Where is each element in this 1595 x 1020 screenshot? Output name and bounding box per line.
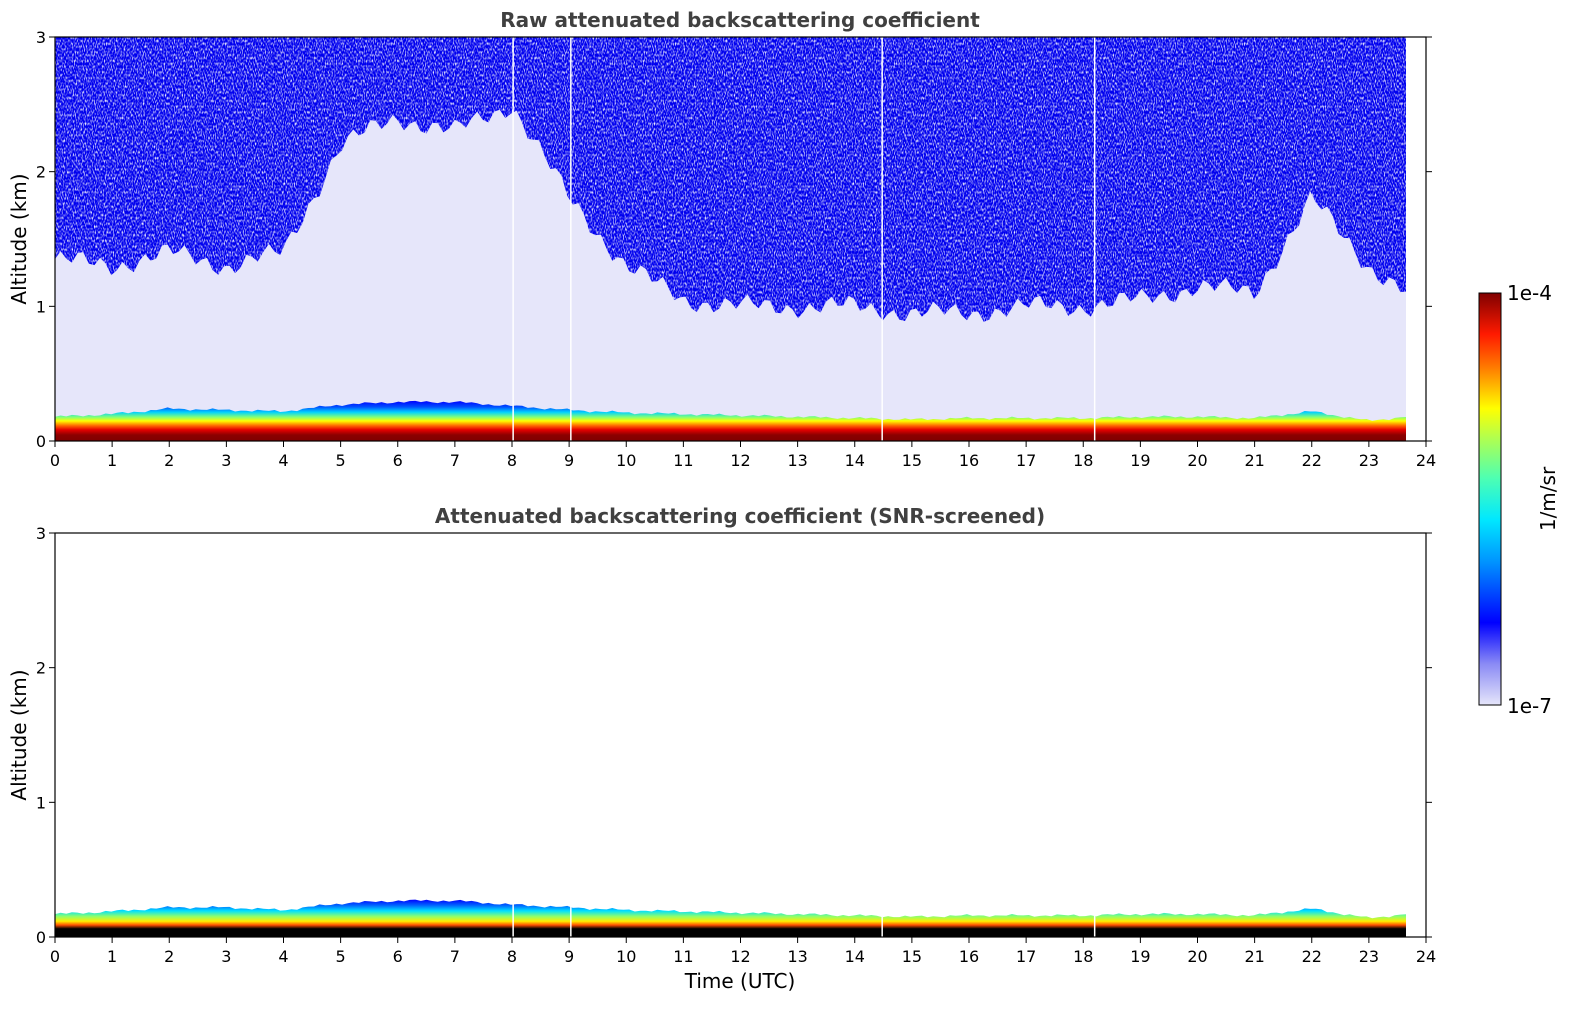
bottom-xtick-label-16: 16 — [959, 947, 979, 966]
top-panel-title: Raw attenuated backscattering coefficien… — [500, 8, 980, 32]
bottom-xtick-label-23: 23 — [1359, 947, 1379, 966]
bottom-xtick-label-8: 8 — [507, 947, 517, 966]
top-xtick-label-23: 23 — [1359, 451, 1379, 470]
top-xtick-label-2: 2 — [164, 451, 174, 470]
top-xtick-label-20: 20 — [1187, 451, 1207, 470]
colorbar: 1e-4 1e-7 1/m/sr — [1478, 281, 1560, 718]
top-xtick-label-9: 9 — [564, 451, 574, 470]
top-xtick-label-24: 24 — [1416, 451, 1436, 470]
bottom-ytick-label-0: 0 — [36, 928, 46, 947]
colorbar-min-label: 1e-7 — [1507, 694, 1552, 718]
top-xtick-label-12: 12 — [730, 451, 750, 470]
colorbar-gradient — [1478, 292, 1502, 706]
bottom-ytick-label-2: 2 — [36, 659, 46, 678]
bottom-xtick-label-21: 21 — [1244, 947, 1264, 966]
top-xtick-label-10: 10 — [616, 451, 636, 470]
top-xtick-label-21: 21 — [1244, 451, 1264, 470]
bottom-panel-title: Attenuated backscattering coefficient (S… — [435, 504, 1045, 528]
bottom-xtick-label-0: 0 — [50, 947, 60, 966]
top-noise-speckle — [55, 37, 1407, 322]
top-xtick-label-3: 3 — [221, 451, 231, 470]
top-ytick-label-1: 1 — [36, 297, 46, 316]
top-ytick-label-0: 0 — [36, 432, 46, 451]
top-xtick-label-22: 22 — [1302, 451, 1322, 470]
top-heatmap — [55, 37, 1407, 441]
colorbar-unit-label: 1/m/sr — [1536, 466, 1560, 531]
bottom-plot-frame — [54, 532, 1427, 938]
top-xtick-label-14: 14 — [845, 451, 865, 470]
bottom-xtick-label-12: 12 — [730, 947, 750, 966]
top-boundary-layer — [55, 400, 1407, 441]
top-xtick-label-8: 8 — [507, 451, 517, 470]
bottom-xtick-label-17: 17 — [1016, 947, 1036, 966]
top-xtick-label-19: 19 — [1130, 451, 1150, 470]
bottom-ylabel: Altitude (km) — [7, 669, 31, 800]
bottom-xtick-label-24: 24 — [1416, 947, 1436, 966]
bottom-heatmap — [55, 533, 1407, 937]
bottom-xtick-label-18: 18 — [1073, 947, 1093, 966]
top-xtick-label-6: 6 — [393, 451, 403, 470]
top-xtick-label-17: 17 — [1016, 451, 1036, 470]
bottom-xtick-label-19: 19 — [1130, 947, 1150, 966]
top-xtick-label-1: 1 — [107, 451, 117, 470]
top-xtick-label-4: 4 — [278, 451, 288, 470]
bottom-xlabel: Time (UTC) — [684, 969, 796, 993]
top-xtick-label-5: 5 — [336, 451, 346, 470]
top-ytick-label-3: 3 — [36, 28, 46, 47]
bottom-xtick-label-22: 22 — [1302, 947, 1322, 966]
top-xtick-label-16: 16 — [959, 451, 979, 470]
top-xtick-label-13: 13 — [787, 451, 807, 470]
bottom-xtick-label-20: 20 — [1187, 947, 1207, 966]
bottom-xtick-label-13: 13 — [787, 947, 807, 966]
bottom-xtick-label-1: 1 — [107, 947, 117, 966]
top-xtick-label-15: 15 — [902, 451, 922, 470]
bottom-xtick-label-10: 10 — [616, 947, 636, 966]
bottom-xtick-label-11: 11 — [673, 947, 693, 966]
bottom-ytick-label-1: 1 — [36, 793, 46, 812]
bottom-xtick-label-3: 3 — [221, 947, 231, 966]
bottom-xtick-label-6: 6 — [393, 947, 403, 966]
bottom-boundary-layer — [55, 899, 1407, 937]
colorbar-max-label: 1e-4 — [1507, 281, 1552, 305]
bottom-ytick-label-3: 3 — [36, 524, 46, 543]
bottom-axes: 0 1 2 3 4 5 6 7 8 9 10 11 12 13 14 15 16 17 18 19 20 21 22 23 24… — [36, 524, 1436, 966]
top-xtick-label-11: 11 — [673, 451, 693, 470]
top-xtick-label-18: 18 — [1073, 451, 1093, 470]
bottom-xtick-label-7: 7 — [450, 947, 460, 966]
bottom-xtick-label-14: 14 — [845, 947, 865, 966]
bottom-xtick-label-2: 2 — [164, 947, 174, 966]
bottom-xtick-label-15: 15 — [902, 947, 922, 966]
bottom-xtick-label-4: 4 — [278, 947, 288, 966]
bottom-xtick-label-9: 9 — [564, 947, 574, 966]
top-ytick-label-2: 2 — [36, 163, 46, 182]
top-xtick-label-0: 0 — [50, 451, 60, 470]
top-axes: 0 1 2 3 4 5 6 7 8 9 10 11 12 13 14 15 16 17 18 19 20 21 22 23 24… — [36, 28, 1436, 470]
top-xtick-label-7: 7 — [450, 451, 460, 470]
top-ylabel: Altitude (km) — [7, 173, 31, 304]
bottom-xtick-label-5: 5 — [336, 947, 346, 966]
